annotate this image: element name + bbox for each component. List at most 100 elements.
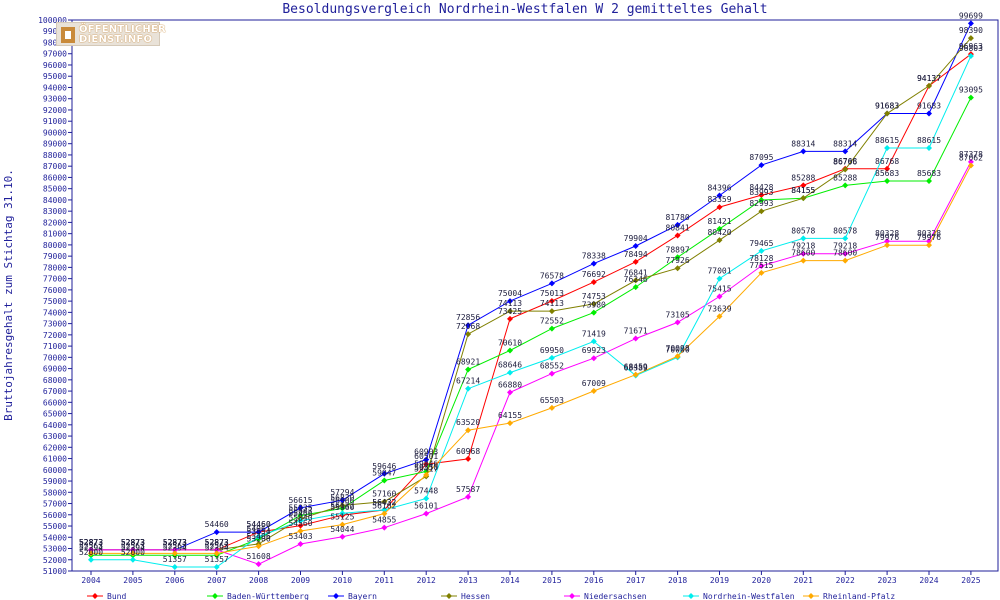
data-point bbox=[758, 262, 765, 269]
data-point bbox=[297, 540, 304, 547]
data-label: 54460 bbox=[247, 520, 271, 529]
data-label: 76578 bbox=[540, 271, 564, 280]
data-label: 52873 bbox=[121, 538, 145, 547]
legend-label: Niedersachsen bbox=[584, 592, 647, 600]
legend-marker bbox=[92, 593, 98, 599]
data-label: 80841 bbox=[666, 223, 690, 232]
data-label: 65503 bbox=[540, 396, 564, 405]
data-label: 52563 bbox=[163, 541, 187, 550]
y-tick-label: 61000 bbox=[43, 455, 67, 464]
data-label: 94137 bbox=[917, 74, 941, 83]
data-point bbox=[716, 313, 723, 320]
data-label: 83359 bbox=[707, 195, 731, 204]
data-label: 79218 bbox=[833, 242, 857, 251]
y-tick-label: 60000 bbox=[43, 466, 67, 475]
data-label: 59550 bbox=[414, 463, 438, 472]
y-tick-label: 74000 bbox=[43, 308, 67, 317]
data-label: 55125 bbox=[330, 513, 354, 522]
data-label: 51357 bbox=[205, 555, 229, 564]
data-point bbox=[716, 204, 723, 211]
data-label: 52873 bbox=[205, 538, 229, 547]
data-label: 52873 bbox=[121, 538, 145, 547]
data-label: 53403 bbox=[288, 532, 312, 541]
data-label: 94137 bbox=[917, 74, 941, 83]
data-point bbox=[129, 556, 136, 563]
y-tick-label: 94000 bbox=[43, 83, 67, 92]
data-label: 52873 bbox=[79, 538, 103, 547]
data-label: 88314 bbox=[833, 139, 857, 148]
legend-marker bbox=[688, 593, 694, 599]
data-label: 86706 bbox=[833, 157, 857, 166]
series-line-6 bbox=[91, 55, 972, 568]
data-label: 53406 bbox=[247, 532, 271, 541]
data-point bbox=[88, 550, 94, 557]
data-label: 59047 bbox=[372, 469, 396, 478]
y-tick-label: 98000 bbox=[43, 38, 67, 47]
data-label: 64155 bbox=[498, 411, 522, 420]
data-label: 54061 bbox=[247, 525, 271, 534]
x-tick-label: 2010 bbox=[333, 576, 352, 585]
data-label: 56566 bbox=[330, 496, 354, 505]
data-point bbox=[674, 319, 681, 326]
data-label: 75415 bbox=[707, 284, 731, 293]
data-label: 72068 bbox=[456, 322, 480, 331]
data-point bbox=[381, 470, 388, 477]
data-point bbox=[297, 504, 304, 511]
data-point bbox=[423, 461, 430, 468]
data-label: 81780 bbox=[666, 213, 690, 222]
data-point bbox=[548, 354, 555, 361]
data-label: 69923 bbox=[582, 346, 606, 355]
y-tick-label: 85000 bbox=[43, 185, 67, 194]
data-point bbox=[297, 522, 304, 529]
x-tick-label: 2019 bbox=[710, 576, 729, 585]
data-label: 78600 bbox=[791, 249, 815, 258]
data-label: 52873 bbox=[163, 538, 187, 547]
data-label: 52394 bbox=[121, 543, 145, 552]
y-tick-label: 82000 bbox=[43, 218, 67, 227]
x-tick-label: 2006 bbox=[165, 576, 184, 585]
data-label: 85683 bbox=[917, 169, 941, 178]
logo: ÖFFENTLICHER DIENST.INFO bbox=[56, 22, 166, 46]
data-point bbox=[590, 355, 597, 362]
y-tick-label: 88000 bbox=[43, 151, 67, 160]
data-label: 57294 bbox=[330, 488, 354, 497]
data-point bbox=[465, 331, 472, 338]
series-line-5 bbox=[91, 161, 972, 565]
data-label: 84155 bbox=[791, 186, 815, 195]
data-label: 54460 bbox=[205, 520, 229, 529]
data-label: 52873 bbox=[79, 538, 103, 547]
data-point bbox=[842, 166, 849, 173]
y-tick-label: 87000 bbox=[43, 162, 67, 171]
data-label: 77926 bbox=[666, 256, 690, 265]
data-point bbox=[381, 498, 388, 505]
data-point bbox=[716, 293, 723, 300]
data-label: 96963 bbox=[959, 42, 983, 51]
y-tick-label: 68000 bbox=[43, 376, 67, 385]
data-label: 56102 bbox=[372, 502, 396, 511]
data-label: 52873 bbox=[79, 538, 103, 547]
data-label: 72552 bbox=[540, 317, 564, 326]
data-label: 87062 bbox=[959, 153, 983, 162]
data-label: 79465 bbox=[749, 239, 773, 248]
data-label: 52000 bbox=[121, 548, 145, 557]
legend-label: Hessen bbox=[461, 592, 490, 600]
y-tick-label: 86000 bbox=[43, 173, 67, 182]
y-tick-label: 91000 bbox=[43, 117, 67, 126]
data-point bbox=[88, 556, 94, 563]
y-tick-label: 52000 bbox=[43, 556, 67, 565]
legend: Bund Baden-Württemberg Bayern Hessen Nieders… bbox=[87, 592, 895, 600]
data-point bbox=[590, 338, 597, 345]
data-point bbox=[716, 237, 723, 244]
y-tick-label: 72000 bbox=[43, 331, 67, 340]
data-point bbox=[842, 250, 849, 257]
y-tick-label: 55000 bbox=[43, 522, 67, 531]
data-point bbox=[967, 20, 974, 27]
y-tick-label: 75000 bbox=[43, 297, 67, 306]
data-label: 80420 bbox=[707, 228, 731, 237]
data-point bbox=[88, 546, 94, 553]
data-label: 86768 bbox=[833, 157, 857, 166]
data-point bbox=[339, 521, 346, 528]
x-tick-label: 2012 bbox=[417, 576, 436, 585]
data-point bbox=[255, 561, 262, 568]
data-label: 52873 bbox=[163, 538, 187, 547]
